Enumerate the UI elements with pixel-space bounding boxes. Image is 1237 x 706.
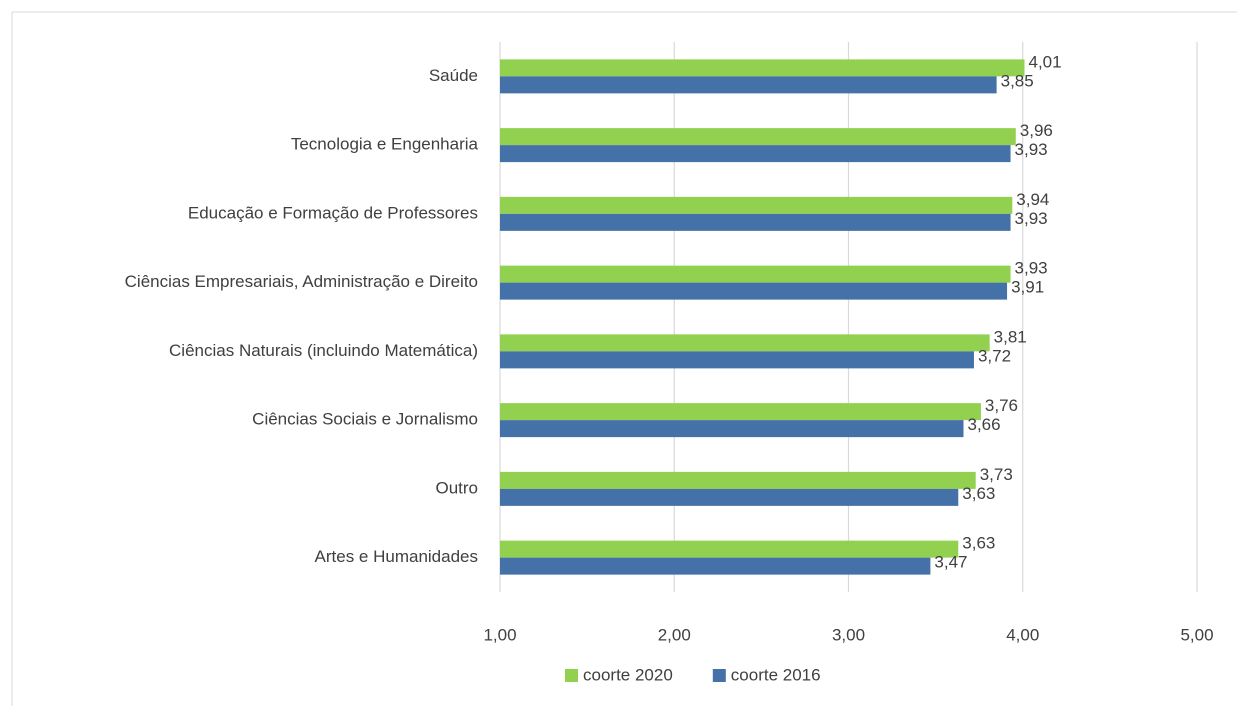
data-label: 3,76 xyxy=(985,396,1018,415)
x-tick-label: 3,00 xyxy=(832,625,865,644)
y-tick-label: Artes e Humanidades xyxy=(315,547,478,566)
bar xyxy=(500,196,1013,214)
y-tick-label: Outro xyxy=(435,478,478,497)
bar xyxy=(500,540,959,558)
y-tick-label: Ciências Empresariais, Administração e D… xyxy=(125,272,478,291)
legend-label: coorte 2020 xyxy=(583,665,673,684)
bar xyxy=(500,282,1008,300)
bar xyxy=(500,213,1011,231)
data-label: 3,81 xyxy=(994,327,1027,346)
data-label: 3,73 xyxy=(980,465,1013,484)
x-tick-label: 1,00 xyxy=(483,625,516,644)
bar xyxy=(500,403,981,421)
bar xyxy=(500,471,976,489)
data-label: 3,85 xyxy=(1001,71,1034,90)
bar xyxy=(500,557,931,575)
data-label: 3,93 xyxy=(1015,259,1048,278)
data-label: 3,91 xyxy=(1011,278,1044,297)
data-label: 3,72 xyxy=(978,346,1011,365)
legend-swatch xyxy=(712,669,726,682)
data-label: 3,93 xyxy=(1015,140,1048,159)
legend-swatch xyxy=(565,669,578,682)
y-tick-label: Educação e Formação de Professores xyxy=(188,203,478,222)
data-label: 4,01 xyxy=(1028,52,1061,71)
bar xyxy=(500,351,974,369)
data-label: 3,94 xyxy=(1016,190,1049,209)
x-tick-label: 5,00 xyxy=(1180,625,1213,644)
bar xyxy=(500,420,964,438)
bar xyxy=(500,145,1011,163)
data-label: 3,63 xyxy=(962,484,995,503)
legend-label: coorte 2016 xyxy=(731,665,821,684)
data-label: 3,47 xyxy=(934,553,967,572)
x-tick-label: 4,00 xyxy=(1006,625,1039,644)
bar xyxy=(500,488,959,506)
y-tick-label: Ciências Sociais e Jornalismo xyxy=(252,410,478,429)
data-label: 3,96 xyxy=(1020,121,1053,140)
y-tick-label: Ciências Naturais (incluindo Matemática) xyxy=(169,341,478,360)
y-tick-label: Saúde xyxy=(429,66,478,85)
bar xyxy=(500,334,990,352)
y-tick-label: Tecnologia e Engenharia xyxy=(291,135,479,154)
data-label: 3,93 xyxy=(1015,209,1048,228)
data-label: 3,63 xyxy=(962,534,995,553)
bar xyxy=(500,59,1025,77)
bar xyxy=(500,128,1016,146)
bar xyxy=(500,76,997,94)
x-tick-label: 2,00 xyxy=(658,625,691,644)
data-label: 3,66 xyxy=(968,415,1001,434)
bar xyxy=(500,265,1011,283)
